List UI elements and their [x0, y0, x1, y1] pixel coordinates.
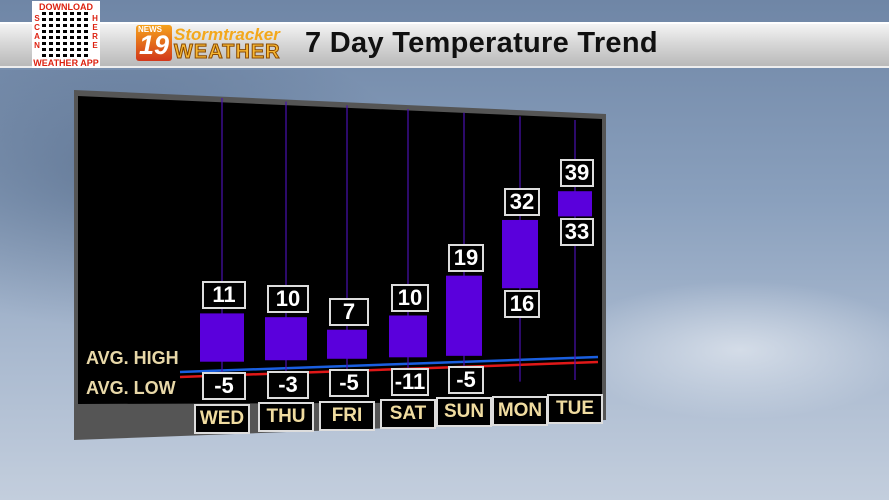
high-temp-label: 19 — [448, 243, 484, 272]
temp-range-bar — [558, 191, 592, 217]
high-temp-label: 11 — [202, 281, 246, 310]
qr-code-badge[interactable]: DOWNLOAD SCAN HERE WEATHER APP — [32, 1, 100, 68]
day-label-mon: MON — [492, 395, 548, 426]
qr-code-icon — [42, 12, 90, 57]
qr-right-text: HERE — [92, 14, 98, 50]
temp-range-bar — [502, 219, 538, 289]
day-label-sun: SUN — [436, 397, 492, 428]
low-temp-label: -5 — [202, 372, 246, 400]
background-cloud — [560, 280, 889, 420]
avg-high-label: AVG. HIGH — [86, 348, 179, 368]
logo-number: 19 — [136, 25, 172, 61]
high-temp-label: 10 — [391, 283, 429, 312]
temp-range-bar — [327, 329, 367, 359]
high-temp-label: 32 — [504, 187, 540, 216]
day-label-sat: SAT — [380, 399, 436, 429]
low-temp-label: 16 — [504, 290, 540, 319]
day-label-wed: WED — [194, 404, 250, 434]
low-temp-label: -5 — [329, 369, 369, 397]
logo-brand-bottom: WEATHER — [174, 41, 281, 64]
qr-left-text: SCAN — [34, 14, 40, 50]
avg-high-line — [179, 355, 599, 374]
low-temp-label: 33 — [560, 218, 594, 247]
temp-range-bar — [389, 315, 427, 358]
high-temp-label: 7 — [329, 297, 369, 326]
temp-range-bar — [446, 275, 482, 356]
low-temp-label: -5 — [448, 366, 484, 394]
high-temp-label: 10 — [267, 285, 309, 314]
logo-brand-top: Stormtracker — [174, 25, 280, 44]
station-logo: 19 NEWS Stormtracker WEATHER — [136, 25, 301, 64]
temp-range-bar — [265, 317, 307, 361]
high-temp-label: 39 — [560, 159, 594, 188]
qr-bottom-text: WEATHER APP — [33, 58, 99, 68]
avg-low-label: AVG. LOW — [86, 378, 176, 398]
day-label-thu: THU — [258, 402, 314, 433]
qr-top-text: DOWNLOAD — [39, 2, 93, 12]
page-title: 7 Day Temperature Trend — [305, 27, 658, 59]
day-label-tue: TUE — [547, 394, 603, 424]
day-label-fri: FRI — [319, 400, 375, 431]
logo-network: NEWS — [138, 25, 162, 34]
low-temp-label: -11 — [391, 367, 429, 396]
low-temp-label: -3 — [267, 370, 309, 399]
temp-range-bar — [200, 313, 244, 362]
avg-low-line — [179, 360, 599, 379]
